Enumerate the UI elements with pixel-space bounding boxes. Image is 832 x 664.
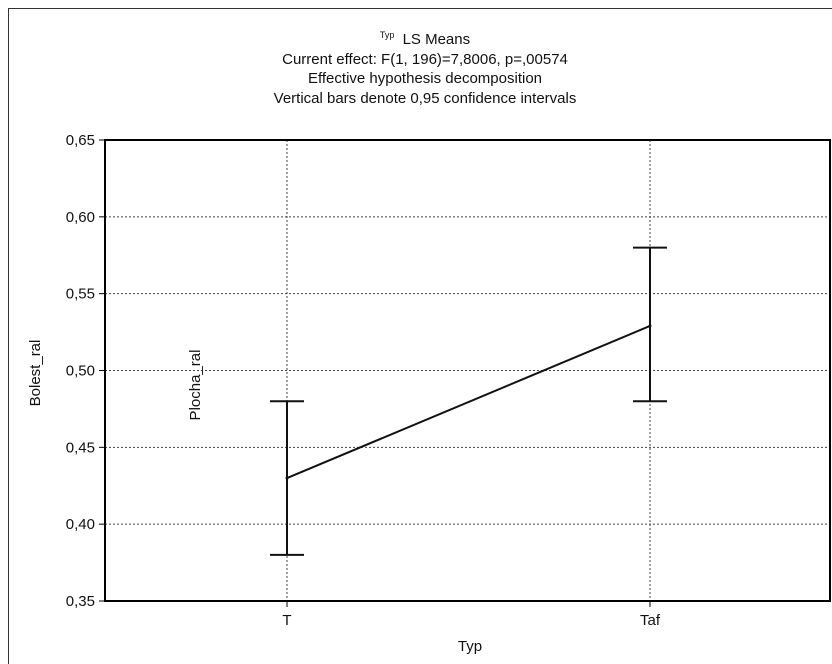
data-point (285, 476, 289, 480)
x-tick-label: Taf (640, 612, 661, 629)
series-layer (270, 246, 667, 556)
x-axis-title: Typ (458, 638, 482, 655)
subtitle-line-2: Effective hypothesis decomposition (308, 70, 542, 87)
y-tick-label: 0,50 (66, 363, 95, 380)
series-line (286, 325, 651, 479)
y-tick-label: 0,55 (66, 286, 95, 303)
data-point (648, 324, 652, 328)
y-tick-label: 0,35 (66, 593, 95, 610)
y-tick-label: 0,40 (66, 516, 95, 533)
x-axis-ticks: T Taf (282, 601, 661, 629)
y-tick-label: 0,60 (66, 209, 95, 226)
chart-title: Typ LS Means (380, 25, 470, 48)
y-tick-label: 0,45 (66, 439, 95, 456)
y-tick-label: 0,65 (66, 132, 95, 149)
y-axis-title: Bolest_ral (27, 340, 44, 407)
y-axis-ticks: 0,35 0,40 0,45 0,50 0,55 0,60 0,65 (66, 132, 105, 610)
grid-layer (105, 140, 830, 601)
annotation-plocha-ral: Plocha_ral (187, 350, 204, 421)
outer-border (8, 8, 832, 664)
subtitle-line-3: Vertical bars denote 0,95 confidence int… (274, 90, 577, 107)
title-main: LS Means (403, 31, 471, 48)
x-tick-label: T (282, 612, 291, 629)
title-prefix: Typ (380, 30, 395, 40)
subtitle-line-1: Current effect: F(1, 196)=7,8006, p=,005… (282, 51, 568, 68)
